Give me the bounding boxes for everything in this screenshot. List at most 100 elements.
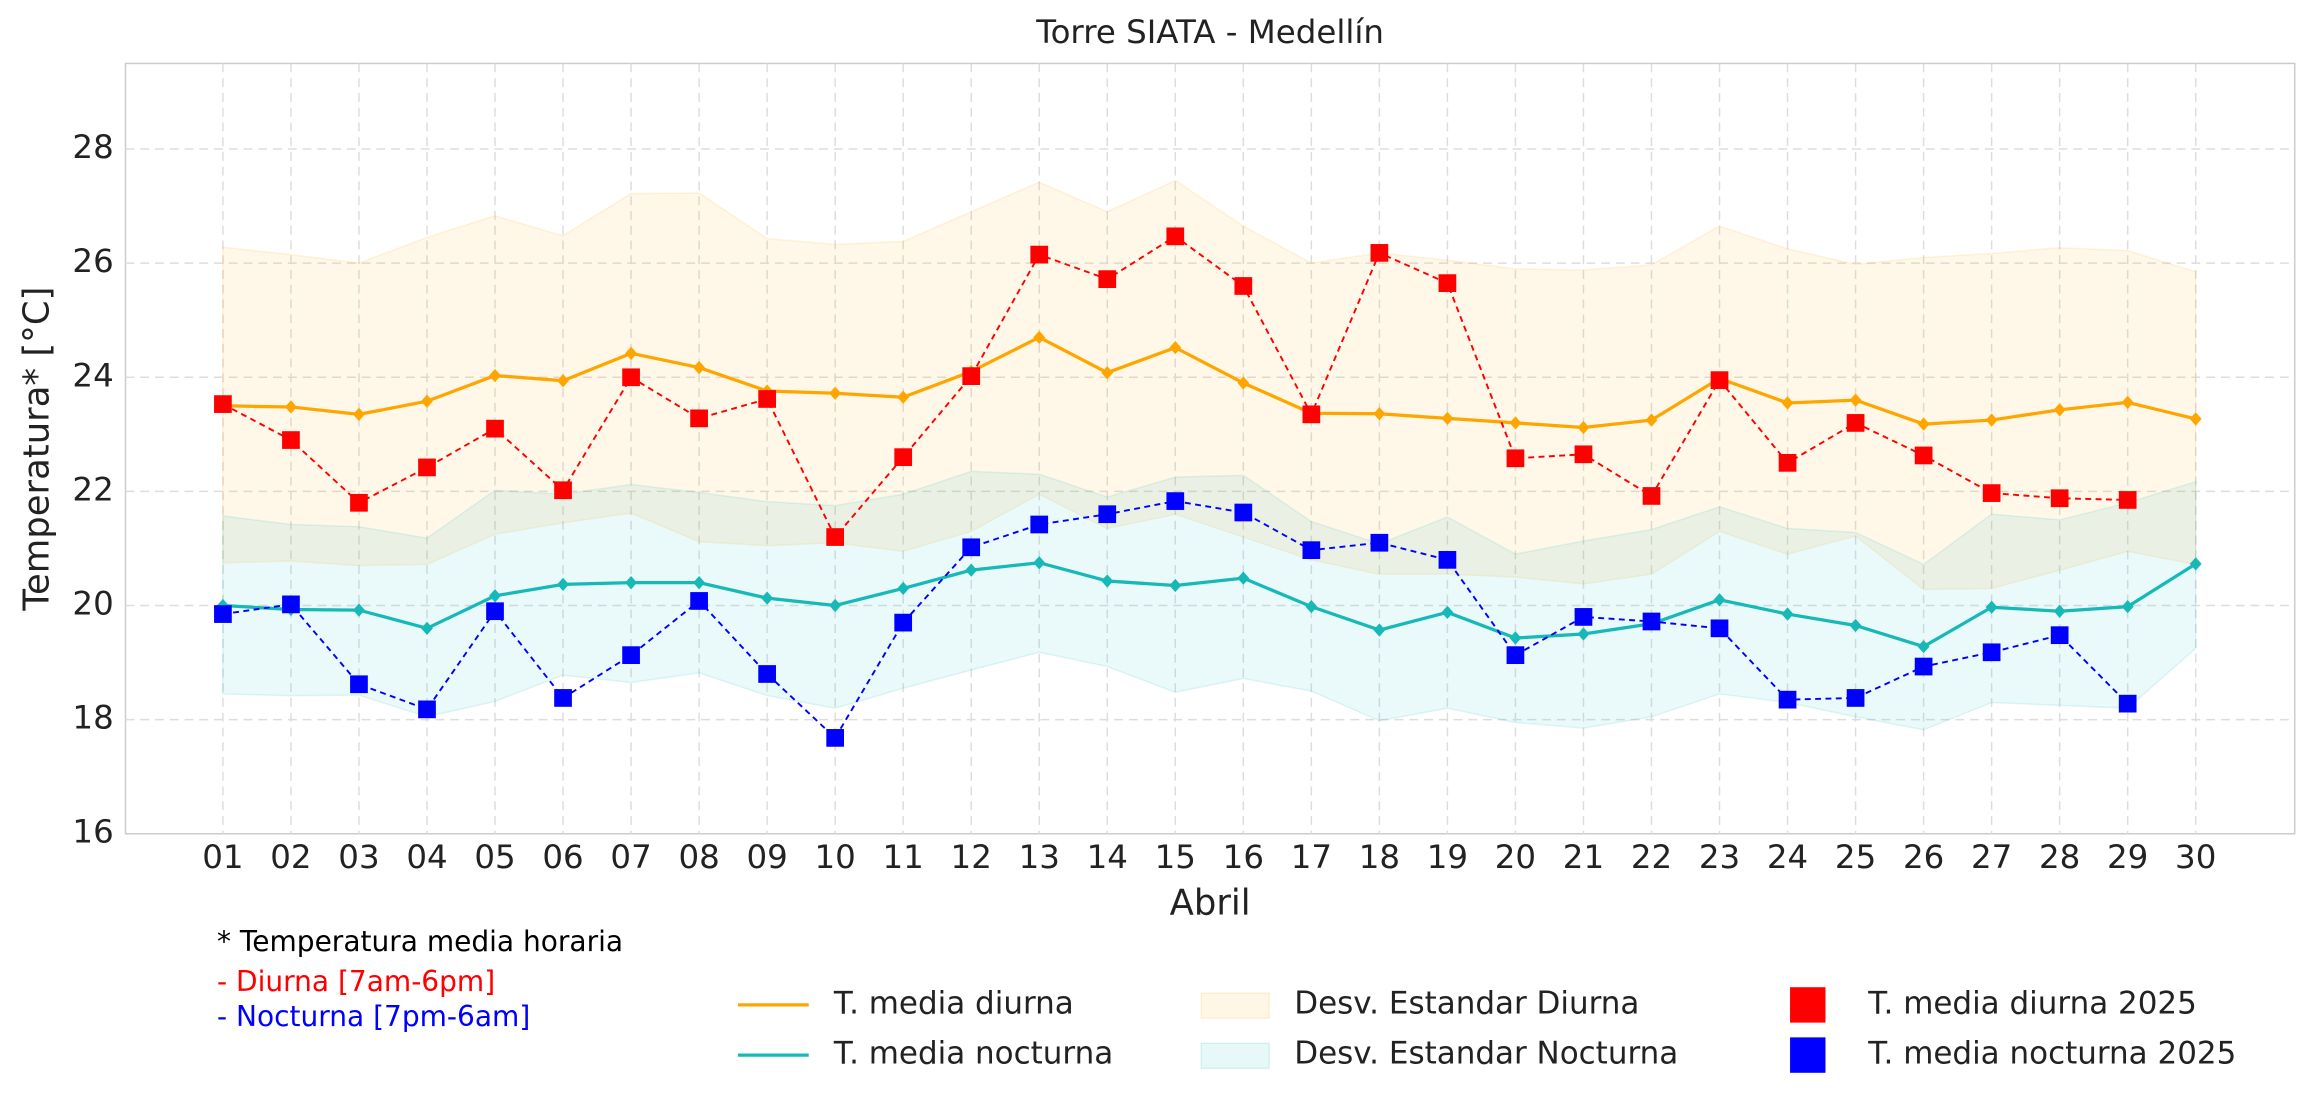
y-axis-label: Temperatura* [°C] — [16, 287, 57, 612]
x-tick-label: 13 — [1019, 838, 1060, 876]
legend-label: T. media diurna 2025 — [1867, 985, 2197, 1021]
x-tick-label: 18 — [1359, 838, 1400, 876]
marker — [2189, 412, 2202, 426]
plot-frame — [124, 62, 2296, 835]
y-tick-label: 28 — [72, 128, 113, 166]
y-tick-label: 16 — [72, 813, 113, 851]
marker — [1509, 631, 1522, 645]
marker — [1982, 643, 2001, 662]
marker — [1846, 689, 1865, 707]
chart-title: Torre SIATA - Medellín — [1035, 13, 1384, 51]
legend-swatch — [1200, 1042, 1270, 1070]
x-tick-label: 06 — [542, 838, 583, 876]
marker — [1441, 411, 1454, 425]
x-tick-label: 03 — [338, 838, 379, 876]
marker — [1914, 657, 1933, 676]
x-tick-label: 17 — [1291, 838, 1332, 876]
marker — [2050, 626, 2069, 645]
marker — [1370, 533, 1389, 552]
marker — [350, 675, 368, 694]
marker — [758, 390, 776, 408]
marker — [1438, 551, 1457, 569]
x-tick-label: 15 — [1155, 838, 1196, 876]
marker — [489, 589, 501, 603]
marker — [622, 368, 640, 387]
marker — [894, 613, 913, 632]
x-tick-label: 12 — [951, 838, 992, 876]
marker — [1846, 414, 1865, 432]
marker — [285, 400, 297, 414]
legend-swatch — [1790, 987, 1826, 1023]
x-tick-label: 02 — [270, 838, 311, 876]
marker — [1642, 612, 1661, 631]
legend-swatch — [1200, 992, 1270, 1019]
marker — [625, 346, 637, 360]
marker — [1441, 605, 1454, 619]
x-tick-label: 14 — [1087, 838, 1128, 876]
note: - Nocturna [7pm-6am] — [217, 1000, 530, 1033]
marker — [1506, 449, 1525, 468]
marker — [486, 602, 504, 621]
marker — [2118, 694, 2137, 713]
std-band — [222, 470, 2197, 731]
marker — [1982, 484, 2001, 502]
marker — [1166, 227, 1185, 246]
marker — [965, 563, 978, 577]
marker — [758, 665, 776, 683]
x-tick-label: 23 — [1699, 838, 1740, 876]
x-tick-label: 01 — [202, 838, 243, 876]
marker — [2053, 403, 2066, 417]
x-tick-label: 16 — [1223, 838, 1264, 876]
marker — [554, 689, 572, 707]
marker — [1169, 340, 1182, 355]
marker — [1302, 541, 1321, 560]
marker — [421, 394, 433, 408]
x-tick-label: 09 — [746, 838, 787, 876]
marker — [761, 591, 774, 605]
y-tick-label: 18 — [72, 699, 113, 737]
marker — [350, 493, 368, 512]
x-tick-label: 10 — [815, 838, 856, 876]
marker — [1373, 407, 1386, 421]
legend-label: T. media nocturna — [833, 1036, 1113, 1072]
x-tick-label: 25 — [1835, 838, 1876, 876]
marker — [1778, 690, 1797, 709]
marker — [829, 386, 842, 400]
marker — [1710, 371, 1729, 389]
marker — [421, 621, 433, 635]
x-tick-label: 07 — [610, 838, 651, 876]
marker — [1642, 487, 1661, 505]
y-tick-label: 20 — [72, 585, 113, 623]
x-tick-label: 19 — [1427, 838, 1468, 876]
legend-label: Desv. Estandar Nocturna — [1294, 1036, 1678, 1072]
marker — [282, 595, 300, 614]
marker — [1710, 619, 1729, 638]
y-tick-label: 24 — [72, 356, 113, 394]
marker — [2050, 489, 2069, 508]
legend-swatch — [1790, 1037, 1826, 1073]
marker — [690, 409, 708, 428]
x-tick-label: 21 — [1563, 838, 1604, 876]
series-line — [222, 335, 2197, 430]
marker — [282, 431, 300, 449]
marker — [1098, 505, 1117, 524]
marker — [1577, 420, 1590, 435]
x-tick-label: 20 — [1495, 838, 1536, 876]
marker — [1373, 623, 1386, 637]
marker — [1781, 396, 1794, 410]
legend-label: T. media diurna — [833, 985, 1074, 1021]
marker — [1985, 600, 1998, 614]
marker — [1506, 646, 1525, 665]
x-tick-label: 27 — [1971, 838, 2012, 876]
marker — [1237, 571, 1250, 585]
x-tick-label: 26 — [1903, 838, 1944, 876]
marker — [1438, 274, 1457, 292]
legend-label: Desv. Estandar Diurna — [1294, 985, 1639, 1021]
marker — [2053, 604, 2066, 618]
x-tick-label: 05 — [474, 838, 515, 876]
marker — [1574, 445, 1593, 464]
marker — [1234, 503, 1253, 522]
marker — [1914, 446, 1933, 465]
marker — [826, 729, 845, 747]
